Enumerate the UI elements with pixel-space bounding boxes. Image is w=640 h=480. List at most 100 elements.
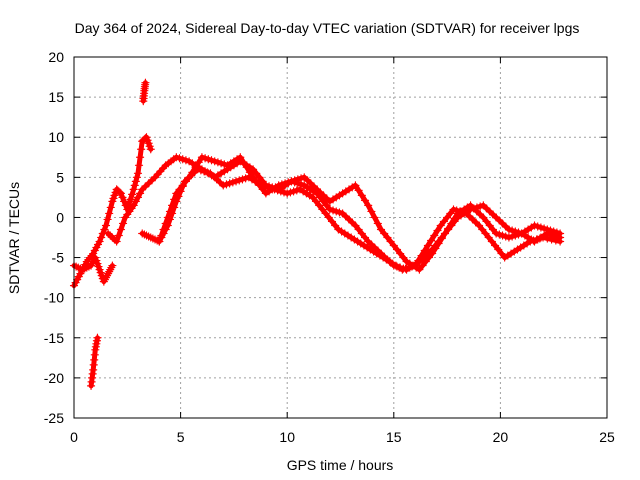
data-point-marker bbox=[131, 177, 140, 186]
data-point-marker bbox=[348, 218, 357, 227]
data-point-marker bbox=[476, 210, 485, 219]
grid-lines bbox=[74, 57, 607, 418]
series-satellite-track-1 bbox=[69, 133, 155, 290]
data-point-marker bbox=[95, 265, 104, 274]
data-point-marker bbox=[322, 201, 331, 210]
data-point-marker bbox=[172, 153, 181, 162]
x-tick-label: 5 bbox=[177, 429, 185, 445]
data-point-marker bbox=[167, 201, 177, 210]
data-point-marker bbox=[341, 212, 350, 221]
data-point-marker bbox=[289, 187, 298, 196]
data-point-marker bbox=[130, 181, 139, 190]
data-point-marker bbox=[306, 179, 315, 188]
data-point-marker bbox=[431, 244, 440, 253]
y-tick-label: -20 bbox=[44, 370, 64, 386]
data-point-marker bbox=[93, 333, 102, 342]
data-point-marker bbox=[437, 234, 446, 243]
data-point-marker bbox=[134, 161, 144, 170]
data-point-marker bbox=[276, 187, 285, 196]
data-point-marker bbox=[530, 221, 539, 230]
data-point-marker bbox=[135, 153, 145, 162]
data-point-marker bbox=[106, 203, 115, 212]
data-point-marker bbox=[321, 209, 330, 218]
data-point-marker bbox=[71, 278, 80, 287]
data-point-marker bbox=[115, 188, 124, 197]
data-point-marker bbox=[421, 257, 430, 266]
data-point-marker bbox=[487, 237, 496, 246]
data-point-marker bbox=[351, 221, 360, 230]
data-point-marker bbox=[482, 204, 491, 213]
data-point-marker bbox=[141, 78, 150, 87]
data-point-marker bbox=[108, 261, 117, 270]
x-tick-label: 0 bbox=[70, 429, 78, 445]
data-point-marker bbox=[498, 231, 507, 240]
data-point-marker bbox=[175, 154, 184, 163]
y-tick-label: 0 bbox=[56, 209, 64, 225]
data-point-marker bbox=[328, 206, 338, 215]
data-point-marker bbox=[133, 169, 143, 178]
data-point-marker bbox=[120, 197, 129, 206]
data-point-marker bbox=[485, 221, 494, 230]
data-point-marker bbox=[225, 179, 234, 188]
data-point-marker bbox=[209, 172, 218, 181]
data-point-marker bbox=[447, 221, 456, 230]
data-point-marker bbox=[430, 231, 439, 240]
data-point-marker bbox=[287, 177, 296, 186]
data-point-marker bbox=[415, 265, 424, 274]
data-point-marker bbox=[450, 217, 459, 226]
y-axis-label: SDTVAR / TECUs bbox=[6, 182, 22, 294]
x-tick-label: 10 bbox=[279, 429, 295, 445]
data-point-marker bbox=[494, 245, 503, 254]
data-point-marker bbox=[479, 201, 488, 210]
data-point-marker bbox=[96, 268, 105, 277]
data-point-marker bbox=[296, 174, 306, 183]
data-point-marker bbox=[325, 205, 334, 214]
data-point-marker bbox=[492, 229, 501, 238]
data-point-marker bbox=[283, 189, 292, 198]
data-point-marker bbox=[396, 249, 405, 258]
data-point-marker bbox=[501, 222, 510, 231]
data-point-marker bbox=[308, 193, 317, 202]
data-point-marker bbox=[474, 221, 484, 230]
data-point-marker bbox=[555, 233, 565, 242]
data-point-marker bbox=[380, 229, 389, 238]
data-point-marker bbox=[490, 241, 500, 250]
data-point-marker bbox=[118, 219, 128, 228]
data-point-marker bbox=[504, 225, 514, 234]
data-point-marker bbox=[145, 142, 154, 151]
data-point-marker bbox=[417, 251, 426, 260]
data-point-marker bbox=[319, 191, 328, 200]
data-point-marker bbox=[351, 181, 360, 190]
data-point-marker bbox=[210, 157, 219, 166]
data-point-marker bbox=[196, 166, 205, 175]
data-point-marker bbox=[511, 227, 520, 236]
data-point-marker bbox=[280, 179, 290, 188]
data-point-marker bbox=[364, 201, 373, 210]
data-point-marker bbox=[73, 275, 82, 284]
data-point-marker bbox=[354, 225, 363, 234]
data-point-marker bbox=[398, 265, 407, 274]
data-point-marker bbox=[370, 213, 379, 222]
data-point-marker bbox=[482, 217, 491, 226]
data-point-marker bbox=[181, 177, 191, 186]
data-point-marker bbox=[170, 195, 179, 204]
data-point-marker bbox=[199, 167, 209, 176]
data-point-marker bbox=[466, 205, 475, 214]
axis-ticks bbox=[73, 56, 608, 419]
data-point-marker bbox=[92, 256, 101, 265]
data-point-marker bbox=[360, 233, 370, 242]
data-point-marker bbox=[536, 223, 546, 232]
data-point-marker bbox=[213, 158, 223, 167]
data-point-marker bbox=[103, 215, 112, 224]
data-point-marker bbox=[100, 225, 109, 234]
data-point-marker bbox=[338, 209, 347, 218]
data-point-marker bbox=[318, 205, 327, 214]
data-point-marker bbox=[354, 186, 363, 195]
data-point-marker bbox=[114, 231, 123, 240]
data-point-marker bbox=[206, 169, 215, 178]
data-point-marker bbox=[220, 160, 229, 169]
data-point-marker bbox=[258, 185, 267, 194]
data-point-marker bbox=[159, 225, 168, 234]
data-point-marker bbox=[360, 196, 370, 205]
data-point-marker bbox=[383, 233, 392, 242]
